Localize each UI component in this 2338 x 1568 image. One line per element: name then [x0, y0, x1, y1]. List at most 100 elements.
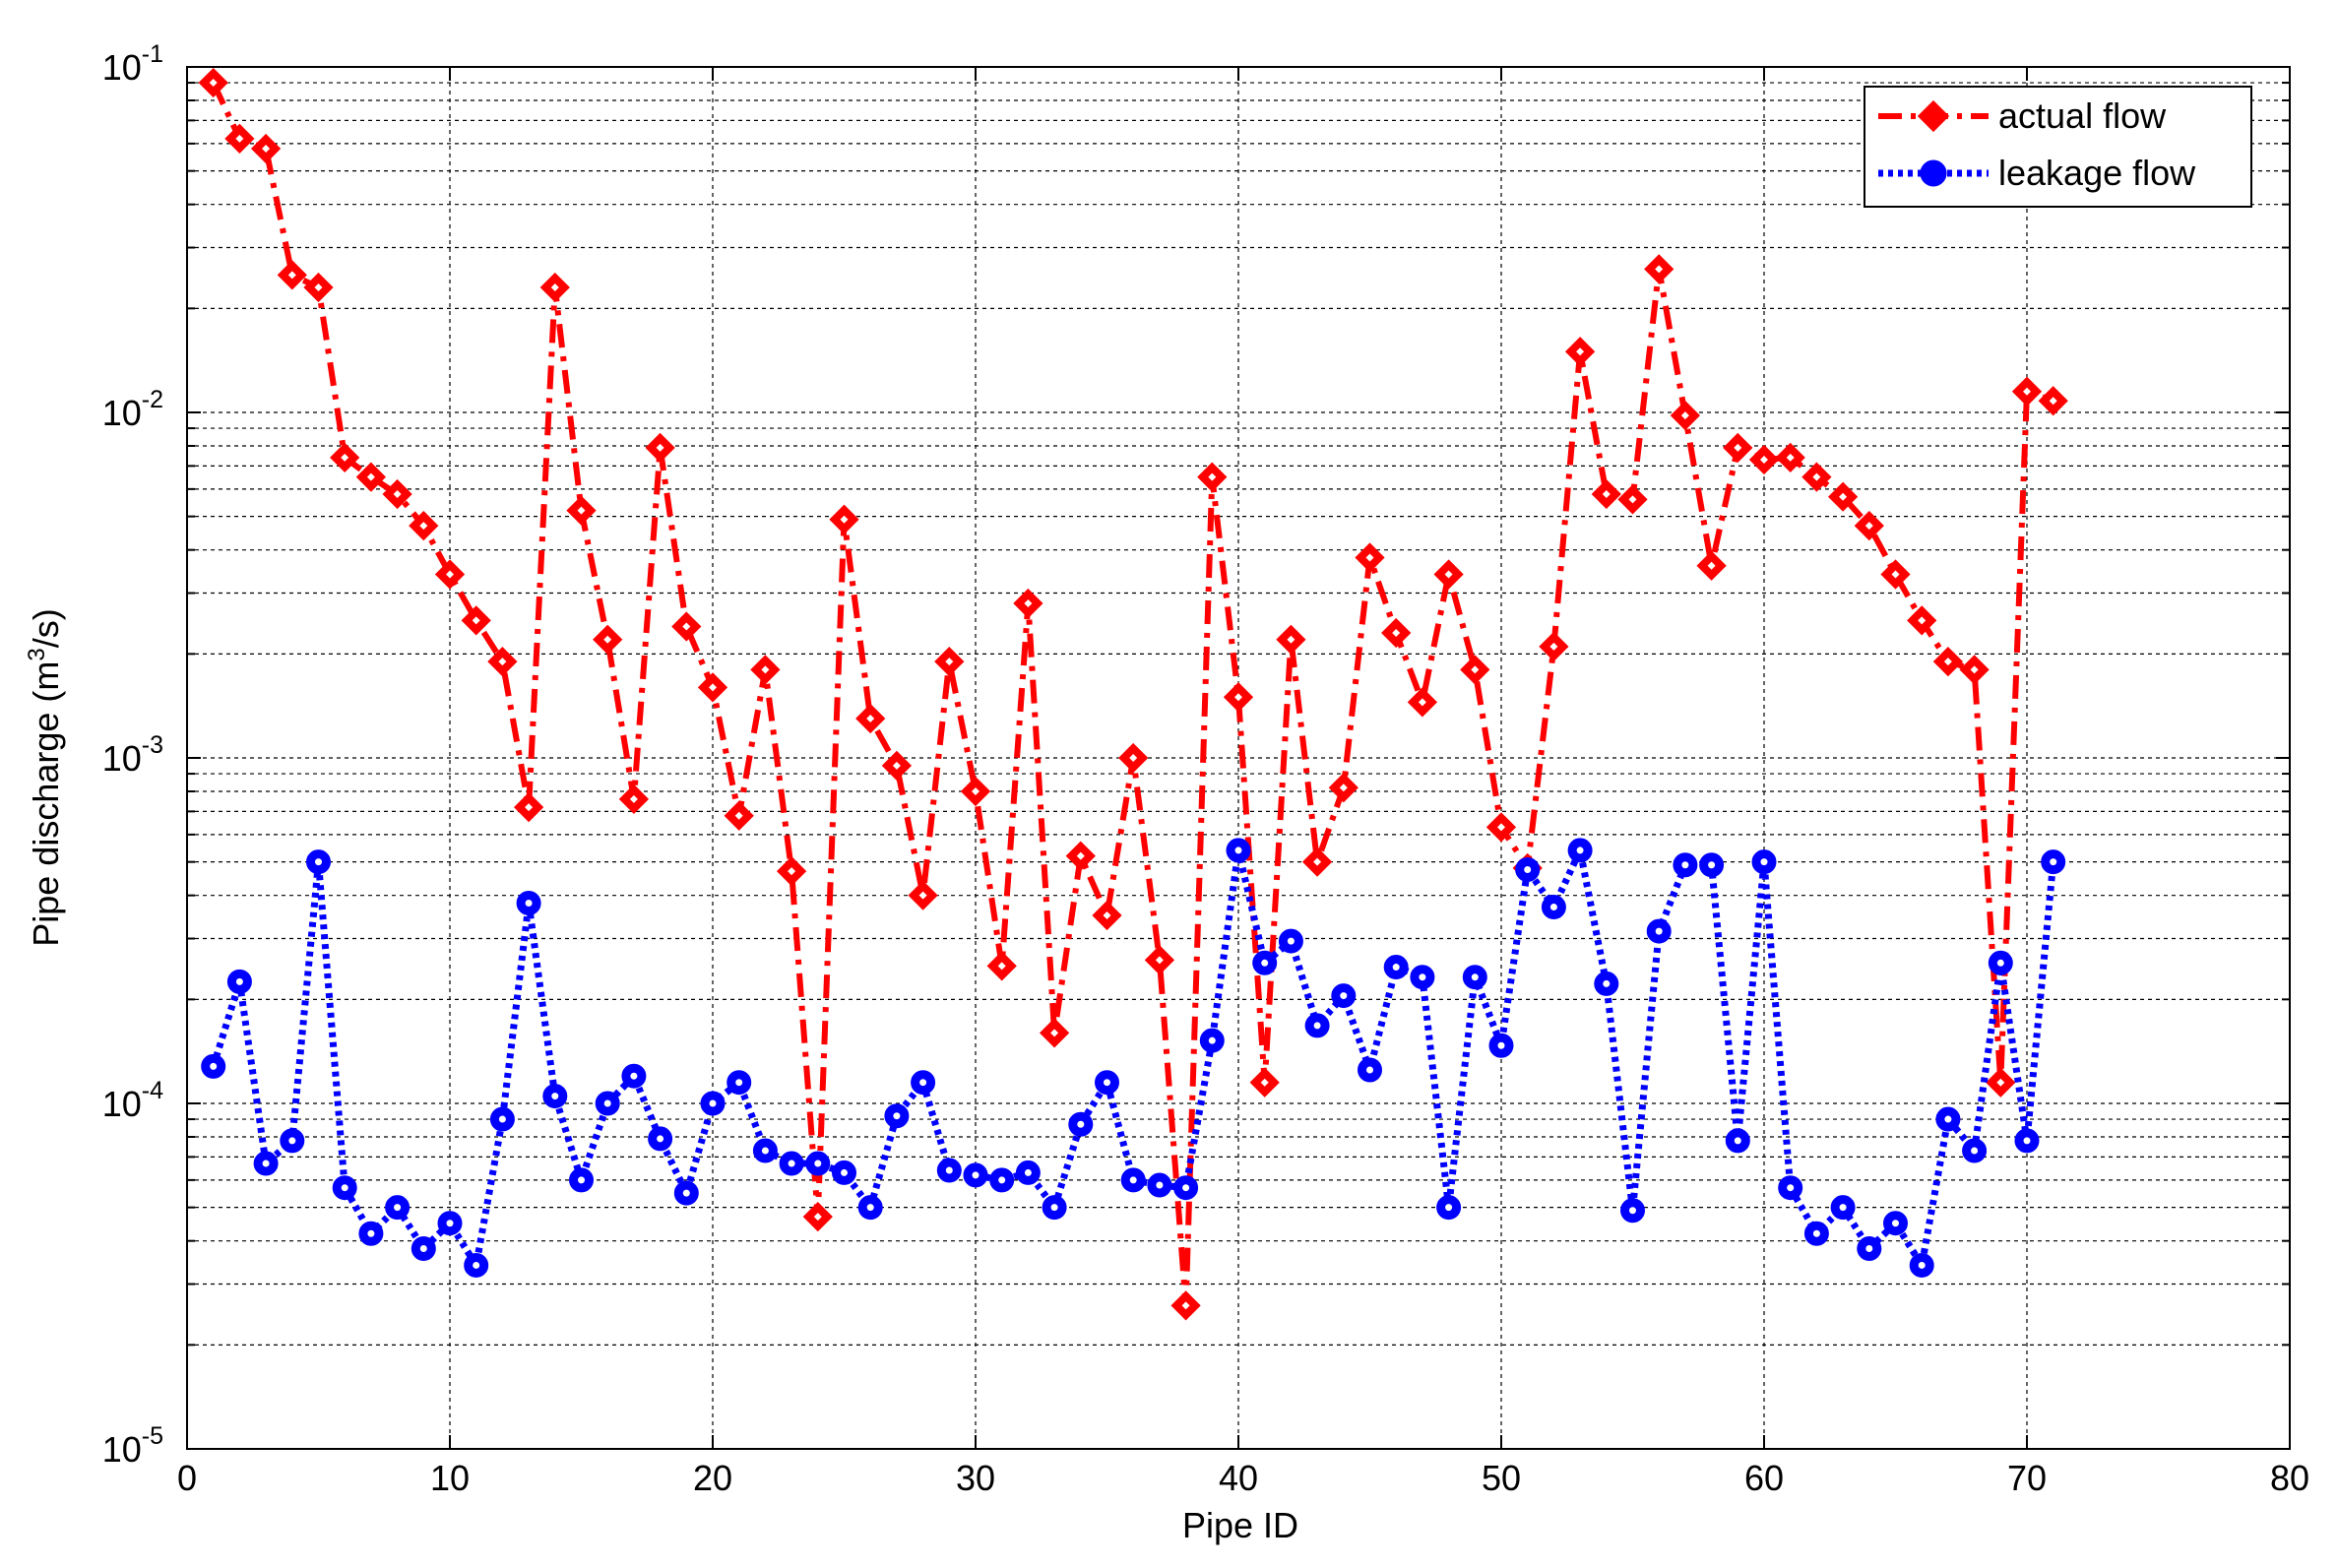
data-point-highlight [1943, 658, 1952, 666]
y-tick-label-base: 10 [102, 47, 142, 88]
data-point-highlight [1707, 561, 1716, 570]
data-point-highlight [1549, 642, 1558, 651]
data-point-highlight [1812, 472, 1821, 481]
y-axis-label-prefix: Pipe discharge (m [26, 661, 66, 947]
data-point-highlight [235, 134, 244, 143]
data-point-highlight [1628, 495, 1637, 504]
data-point-highlight [682, 622, 691, 631]
data-point-highlight [1129, 754, 1138, 762]
data-point-highlight [287, 271, 296, 280]
data-point-highlight [394, 1204, 402, 1212]
y-tick-label: 10-4 [102, 1077, 163, 1124]
data-point-highlight [1261, 959, 1269, 967]
data-point-highlight [341, 1184, 348, 1192]
data-point-highlight [1365, 553, 1374, 562]
data-point-highlight [1655, 927, 1663, 935]
y-axis-label-suffix: /s) [26, 608, 66, 648]
data-point-highlight [761, 1147, 769, 1155]
data-point-highlight [550, 283, 559, 292]
data-point-highlight [1708, 861, 1716, 869]
data-point-highlight [945, 1166, 953, 1174]
y-tick-label-base: 10 [102, 1084, 142, 1124]
data-point-highlight [892, 761, 901, 770]
data-point-highlight [1208, 1036, 1216, 1044]
data-point-highlight [525, 899, 533, 907]
legend-marker-actual-flow [1917, 99, 1950, 133]
series-layer [198, 67, 2068, 1321]
data-point-highlight [630, 1072, 638, 1080]
legend-entry-actual-flow: actual flow [1878, 95, 2167, 136]
legend-entry-leakage-flow: leakage flow [1878, 153, 2196, 193]
y-axis-label-superscript: 3 [24, 648, 50, 660]
data-point-highlight [1103, 911, 1111, 920]
data-point-highlight [709, 1099, 717, 1107]
x-tick-label: 60 [1744, 1458, 1784, 1498]
y-tick-label-base: 10 [102, 1429, 142, 1470]
data-point-highlight [1419, 973, 1426, 981]
data-point-highlight [603, 635, 612, 644]
y-tick-label: 10-3 [102, 731, 163, 779]
data-point-highlight [1760, 455, 1768, 464]
data-point-highlight [1864, 522, 1873, 531]
legend: actual flow leakage flow [1864, 86, 2252, 208]
data-point-highlight [446, 570, 454, 579]
data-point-highlight [367, 1229, 375, 1237]
data-point-highlight [629, 794, 638, 803]
data-point-highlight [1471, 665, 1480, 674]
data-point-highlight [1524, 865, 1532, 873]
data-point-highlight [1497, 823, 1505, 832]
data-point-highlight [1971, 1147, 1979, 1155]
data-point-highlight [419, 522, 428, 531]
x-tick-label: 30 [956, 1458, 995, 1498]
series-actual-flow [198, 67, 2068, 1321]
data-point-highlight [1996, 959, 2004, 967]
data-point-highlight [1787, 1184, 1795, 1192]
data-point-highlight [1182, 1184, 1190, 1192]
data-point-highlight [1918, 616, 1927, 625]
data-point-highlight [813, 1213, 822, 1222]
data-point-highlight [1366, 1066, 1373, 1074]
data-point-highlight [288, 1137, 296, 1145]
data-point-highlight [262, 145, 271, 154]
data-point-highlight [419, 1244, 427, 1252]
data-point-highlight [1996, 1078, 2005, 1087]
data-point-highlight [814, 1160, 822, 1167]
data-point-highlight [1497, 1041, 1505, 1049]
data-point-highlight [1050, 1204, 1058, 1212]
data-point-highlight [525, 803, 534, 812]
data-point-highlight [1445, 1204, 1453, 1212]
data-point-highlight [235, 977, 243, 985]
data-point-highlight [682, 1189, 690, 1197]
data-point-highlight [210, 1062, 218, 1070]
data-point-highlight [1260, 1078, 1269, 1087]
y-tick-label-exponent: -2 [142, 386, 163, 413]
data-point-highlight [1734, 443, 1742, 452]
x-tick-label: 0 [177, 1458, 197, 1498]
data-point-highlight [472, 616, 480, 625]
data-point-highlight [473, 1261, 480, 1269]
data-point-highlight [1234, 693, 1242, 702]
data-point-highlight [919, 1079, 927, 1087]
data-point-highlight [841, 1168, 848, 1176]
data-point-highlight [2050, 858, 2057, 866]
data-point-highlight [1340, 992, 1348, 1000]
axis-ticks [186, 66, 2291, 1450]
data-point-highlight [656, 443, 664, 452]
data-point-highlight [1392, 964, 1400, 972]
data-point-highlight [893, 1112, 901, 1120]
data-point-highlight [1839, 1204, 1847, 1212]
y-tick-label-exponent: -3 [142, 731, 163, 759]
data-point-highlight [2049, 397, 2057, 406]
data-point-highlight [734, 811, 743, 820]
y-tick-label: 10-1 [102, 40, 163, 88]
data-point-highlight [2023, 1137, 2031, 1145]
data-point-highlight [998, 1176, 1006, 1184]
data-point-highlight [1104, 1079, 1110, 1087]
legend-marker-leakage-flow [1920, 159, 1947, 187]
data-point-highlight [1471, 973, 1479, 981]
data-point-highlight [1760, 858, 1768, 866]
data-point-highlight [1418, 698, 1426, 707]
data-point-highlight [1891, 570, 1900, 579]
data-point-highlight [788, 867, 796, 876]
